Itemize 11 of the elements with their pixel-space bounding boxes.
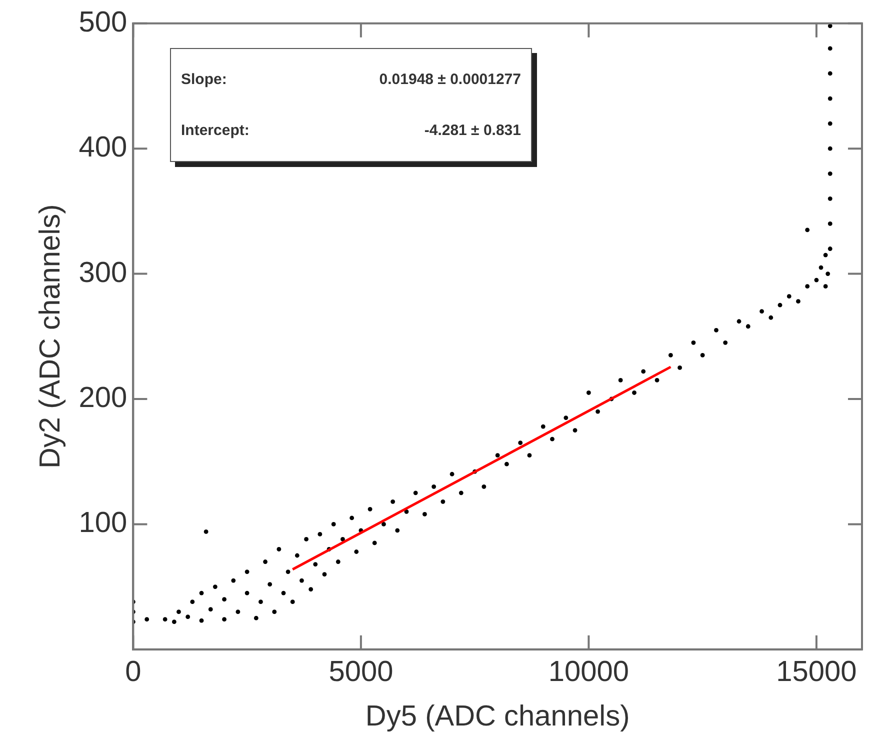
x-tick-label: 15000: [776, 656, 857, 688]
x-tick-label: 0: [125, 656, 142, 688]
x-tick-label: 5000: [328, 656, 394, 688]
y-tick-label: 400: [78, 132, 128, 164]
x-tick-label: 10000: [548, 656, 630, 688]
y-tick-label: 300: [78, 256, 128, 289]
y-tick-label: 100: [78, 507, 128, 540]
y-tick-label: 500: [78, 6, 128, 38]
y-axis-title: Dy2 (ADC channels): [34, 204, 66, 469]
x-axis-title: Dy5 (ADC channels): [365, 700, 630, 733]
y-tick-label: 200: [78, 382, 128, 414]
